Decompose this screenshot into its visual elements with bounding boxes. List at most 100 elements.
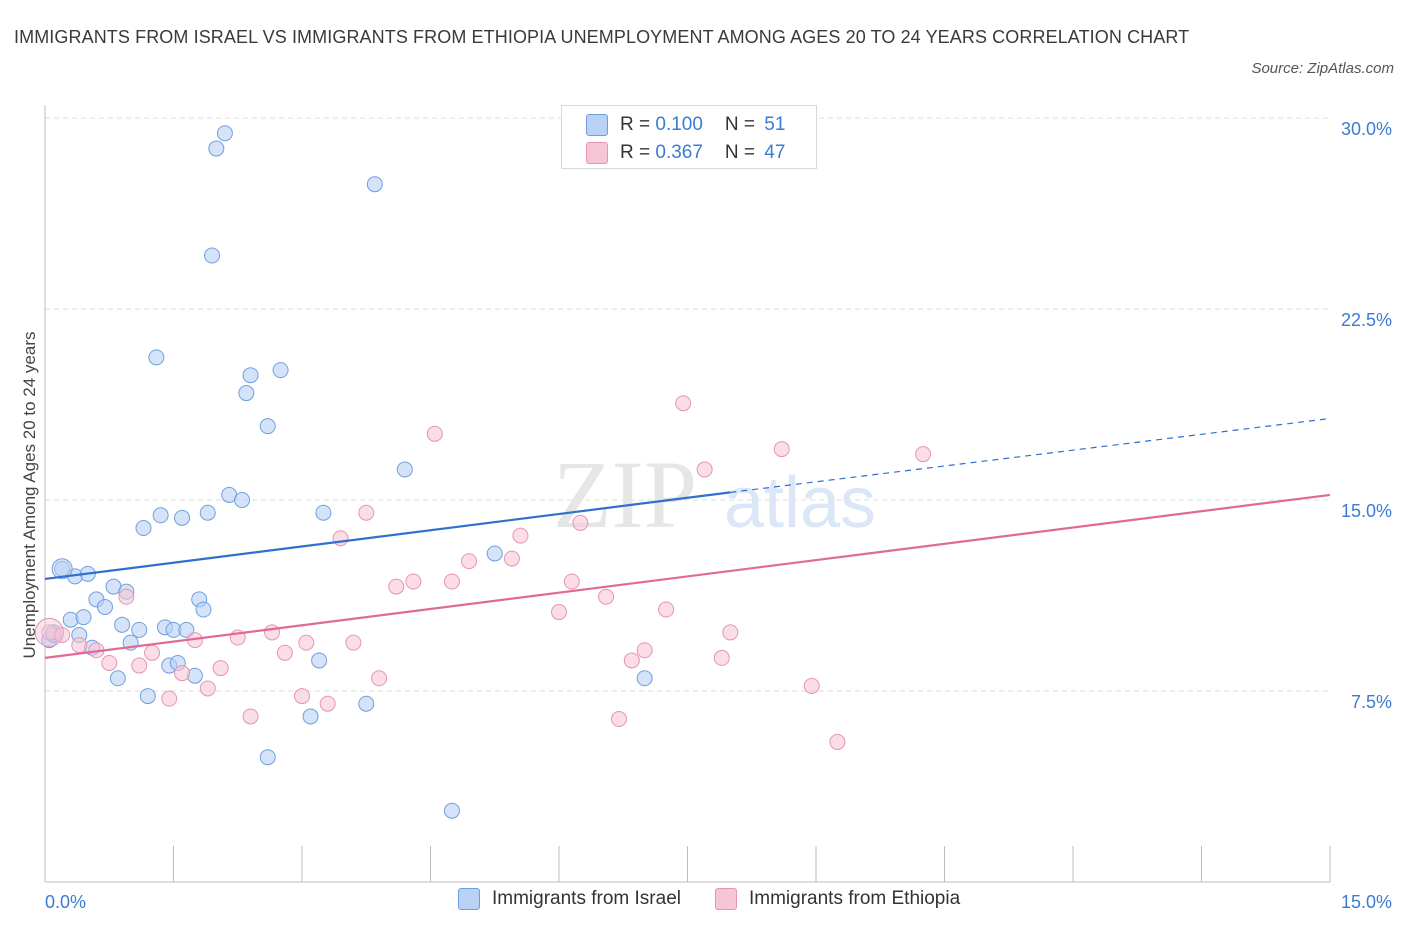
ethiopia-point [722,624,739,641]
ethiopia-point [636,642,653,659]
series-legend: Immigrants from Israel Immigrants from E… [458,888,994,910]
israel-point [131,621,148,638]
israel-legend-swatch [458,888,480,910]
ethiopia-point [298,634,315,651]
ethiopia-point [144,644,161,661]
ethiopia-point [264,624,281,641]
ethiopia-point [388,578,405,595]
y-tick-label: 30.0% [1341,119,1392,139]
ethiopia-point [803,677,820,694]
ethiopia-point [294,688,310,705]
ethiopia-point [503,550,520,567]
ethiopia-point [713,649,730,666]
israel-point [311,652,328,669]
israel-point [152,507,169,524]
israel-r-label: R = [620,114,656,135]
ethiopia-point [101,654,118,671]
ethiopia-point [358,504,375,521]
ethiopia-point [461,553,478,570]
tick-labels: 7.5% 15.0% 22.5% 30.0% 0.0% 15.0% [45,119,1392,912]
israel-point [204,247,221,264]
ethiopia-point [332,530,349,547]
israel-trend-line [44,491,731,581]
israel-point [96,598,113,615]
ethiopia-point [829,733,846,750]
israel-point [75,609,92,626]
ethiopia-point [675,395,692,412]
israel-trend-extension [730,417,1331,493]
israel-point [195,601,212,618]
legend-item-israel: Immigrants from Israel [458,888,681,910]
ethiopia-point [658,601,675,618]
israel-point [174,509,191,526]
watermark: ZIP atlas [553,441,876,548]
watermark-atlas: atlas [724,463,876,543]
ethiopia-point [199,680,216,697]
ethiopia-point [276,644,293,661]
israel-point-large [51,558,73,580]
ethiopia-point [371,670,388,687]
watermark-zip: ZIP [553,441,697,548]
israel-point [186,667,203,684]
ethiopia-point [443,573,460,590]
israel-point [636,670,653,687]
israel-point [234,492,251,508]
ethiopia-point [773,441,790,458]
israel-n-label: N = [724,114,761,135]
israel-point [216,125,233,142]
chart-title: IMMIGRANTS FROM ISRAEL VS IMMIGRANTS FRO… [14,27,1190,47]
legend-row-ethiopia: R = 0.367 N = 47 [586,139,785,167]
ethiopia-point [161,690,178,707]
ethiopia-point [212,660,229,677]
data-points [34,125,932,819]
israel-point [302,708,319,725]
israel-point [358,695,375,712]
ethiopia-n-value: 47 [764,142,786,163]
israel-point [315,504,332,521]
ethiopia-point [174,665,191,682]
israel-r-value: 0.100 [655,114,703,135]
y-tick-label: 22.5% [1341,310,1392,330]
ethiopia-point [915,446,932,463]
ethiopia-point [426,425,443,442]
israel-point [139,688,156,705]
israel-point [208,140,225,157]
ethiopia-swatch [586,142,608,164]
ethiopia-point [131,657,148,674]
x-tick-label-max: 15.0% [1341,892,1392,912]
ethiopia-legend-swatch [714,888,737,910]
ethiopia-point [242,708,259,725]
ethiopia-point-large [34,617,64,647]
israel-point [238,385,255,402]
israel-point [486,545,503,562]
israel-point [199,504,216,521]
israel-point [396,461,413,478]
ethiopia-point [563,573,580,590]
trend-lines [44,417,1331,659]
y-tick-label: 15.0% [1341,501,1392,521]
israel-point [272,362,289,379]
source-label: Source: ZipAtlas.com [1251,60,1394,77]
ethiopia-point [345,634,362,651]
ethiopia-point [551,604,567,621]
israel-point [366,176,383,193]
israel-point [135,520,152,537]
axes [44,105,1331,883]
ethiopia-point [598,588,615,605]
israel-point [178,621,195,638]
ethiopia-r-value: 0.367 [655,142,703,163]
israel-point [148,349,165,366]
stats-legend: R = 0.100 N = 51 R = 0.367 N = 47 [561,105,817,169]
israel-n-value: 51 [764,114,786,135]
x-tick-label-min: 0.0% [45,892,86,912]
ethiopia-point [118,588,135,605]
ethiopia-point [610,711,627,728]
y-tick-label: 7.5% [1351,692,1392,712]
legend-item-ethiopia: Immigrants from Ethiopia [714,888,960,910]
israel-point [259,749,276,766]
ethiopia-point [572,514,589,531]
ethiopia-r-label: R = [620,142,656,163]
ethiopia-point [696,461,713,478]
israel-point [62,611,79,628]
israel-point [443,802,460,819]
